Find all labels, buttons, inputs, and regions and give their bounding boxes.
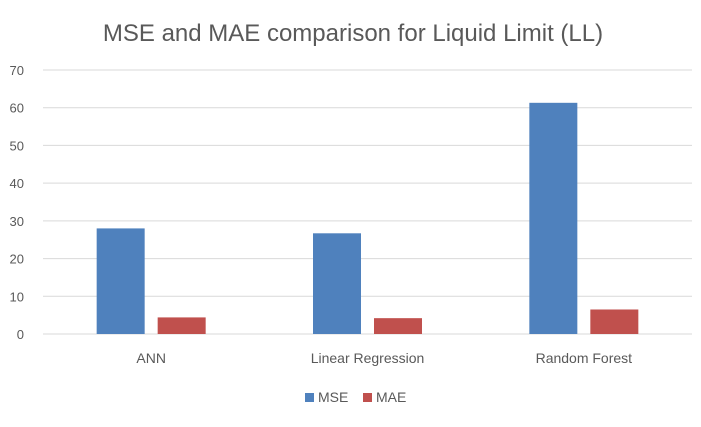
y-tick-label: 70 [10,63,24,78]
x-category-label: Random Forest [536,350,633,366]
legend-label-mae: MAE [376,389,406,405]
bar-mse-random-forest [529,102,578,334]
y-tick-label: 60 [10,101,24,116]
y-tick-label: 20 [10,252,24,267]
y-tick-label: 30 [10,214,24,229]
gridlines [43,69,692,335]
y-tick-label: 40 [10,176,24,191]
x-category-label: ANN [136,350,166,366]
bar-mse-linear-regression [313,233,361,334]
y-axis: 0 10 20 30 40 50 60 70 [10,63,24,342]
x-axis: ANN Linear Regression Random Forest [136,350,632,366]
bar-mae-random-forest [590,309,639,334]
chart-title: MSE and MAE comparison for Liquid Limit … [103,20,603,47]
bars [96,102,639,334]
y-tick-label: 0 [17,327,24,342]
legend-swatch-mse [305,393,314,402]
bar-mae-ann [157,317,206,334]
bar-mse-ann [96,228,145,334]
legend-swatch-mae [363,393,372,402]
x-category-label: Linear Regression [311,350,425,366]
legend: MSE MAE [305,389,406,405]
y-tick-label: 10 [10,289,24,304]
bar-mae-linear-regression [374,318,422,334]
legend-label-mse: MSE [318,389,348,405]
y-tick-label: 50 [10,138,24,153]
